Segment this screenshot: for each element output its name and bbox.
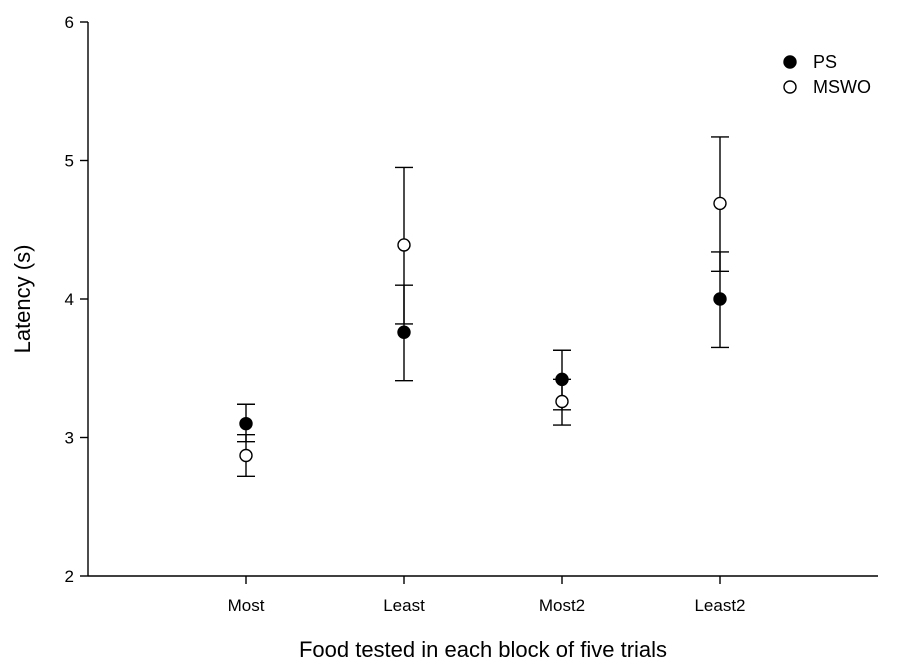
x-tick-label: Most2 [539,596,585,615]
data-point-mswo [239,448,253,463]
y-axis-label: Latency (s) [10,245,35,354]
x-ticks: Most Least Most2 Least2 [228,576,746,615]
x-tick-label: Least [383,596,425,615]
legend: PS MSWO [783,52,871,97]
y-tick-label: 2 [65,567,74,586]
axes [87,22,878,577]
x-axis-label: Food tested in each block of five trials [299,637,667,662]
data-point-ps [397,325,411,339]
legend-label-ps: PS [813,52,837,72]
y-tick-label: 3 [65,429,74,448]
y-tick-label: 6 [65,13,74,32]
legend-label-mswo: MSWO [813,77,871,97]
x-tick-label: Most [228,596,265,615]
legend-marker-mswo [783,80,797,94]
data-point-mswo [555,394,569,409]
y-tick-label: 4 [65,290,74,309]
x-tick-label: Least2 [694,596,745,615]
data-points [239,196,727,463]
data-point-ps [555,372,569,387]
data-point-mswo [713,196,727,211]
data-point-mswo [397,238,411,252]
y-tick-label: 5 [65,152,74,171]
data-point-ps [713,292,727,306]
y-ticks: 2 3 4 5 6 [65,13,88,586]
data-point-ps [239,416,253,431]
error-bars [237,136,729,477]
legend-marker-ps [783,55,797,69]
